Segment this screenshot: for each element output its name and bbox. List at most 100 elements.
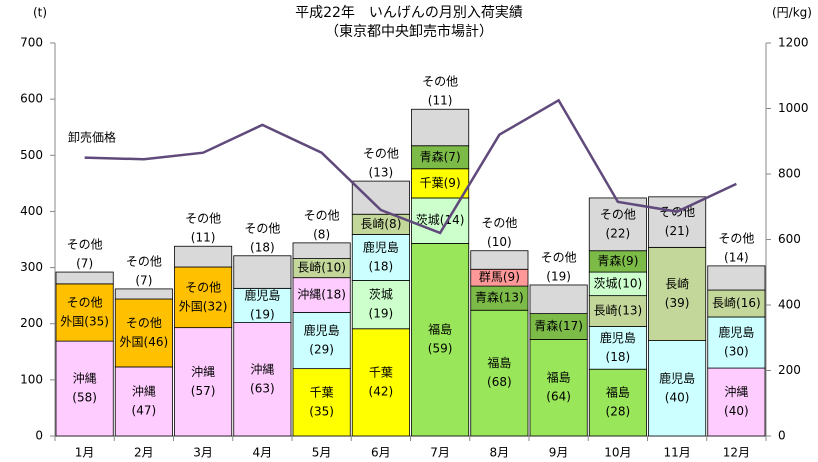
segment-label: (21): [665, 224, 690, 238]
x-tick-label: 1月: [75, 446, 95, 460]
segment-label: 青森(17): [534, 318, 583, 333]
bar-segment: [411, 243, 470, 437]
segment-label: 沖縄: [132, 383, 156, 398]
segment-label: (22): [606, 226, 631, 240]
bar-segment: [529, 339, 588, 437]
segment-label: (30): [724, 345, 749, 359]
segment-label: 外国(35): [60, 314, 109, 328]
x-tick-label: 12月: [723, 446, 750, 460]
segment-label: 群馬(9): [479, 270, 520, 284]
segment-label: (42): [369, 384, 394, 398]
segment-label: (57): [191, 384, 216, 398]
segment-label: 青森(9): [597, 253, 638, 268]
bar-segment: [233, 255, 292, 289]
y-tick-label: 0: [35, 429, 43, 443]
segment-label: その他: [126, 316, 162, 330]
x-tick-label: 11月: [663, 446, 690, 460]
x-tick-label: 2月: [134, 446, 154, 460]
x-tick-label: 4月: [253, 446, 273, 460]
segment-label: (35): [309, 404, 334, 418]
bar-segment: [411, 108, 470, 147]
segment-label: 千葉(9): [420, 176, 461, 190]
segment-label: 青森(7): [420, 149, 461, 164]
segment-label: 沖縄: [73, 371, 97, 386]
y-tick-label: 200: [20, 316, 43, 330]
segment-label: (29): [309, 343, 334, 357]
bar-segment: [233, 322, 292, 437]
y-tick-label: 400: [20, 204, 43, 218]
y2-axis-unit: (円/kg): [772, 6, 812, 20]
y2-tick-label: 1000: [778, 101, 809, 115]
bar-segment: [351, 280, 410, 330]
segment-label: (18): [606, 350, 631, 364]
y2-tick-label: 200: [778, 363, 801, 377]
segment-label: その他: [718, 231, 754, 245]
segment-label: 福島: [487, 355, 511, 370]
segment-label: 福島: [606, 385, 630, 400]
segment-label: その他: [185, 212, 221, 226]
segment-label: その他: [541, 250, 577, 264]
y2-tick-label: 1200: [778, 36, 809, 50]
segment-label: (18): [250, 240, 275, 254]
segment-label: その他: [67, 295, 103, 309]
segment-label: 鹿児島: [363, 239, 399, 254]
bar-segment: [114, 288, 173, 300]
bar-segment: [707, 367, 766, 437]
bar-segment: [114, 366, 173, 437]
chart-subtitle: （東京都中央卸売市場計）: [325, 23, 493, 40]
segment-label: 沖縄: [191, 364, 215, 379]
bar-segment: [351, 328, 410, 437]
bar-segment: [174, 266, 233, 329]
chart-title: 平成22年 いんげんの月別入荷実績: [295, 5, 523, 21]
x-tick-label: 9月: [549, 446, 569, 460]
segment-label: (18): [369, 259, 394, 273]
segment-label: 外国(46): [120, 335, 169, 349]
bar-segment: [292, 242, 351, 259]
segment-label: 鹿児島: [600, 330, 636, 345]
bar-segment: [529, 313, 588, 340]
segment-label: 茨城: [369, 288, 393, 302]
segment-label: 茨城(14): [416, 213, 465, 227]
segment-label: (59): [428, 342, 453, 356]
bar-segment: [174, 327, 233, 437]
y2-tick-label: 0: [778, 429, 786, 443]
y-tick-label: 700: [20, 36, 43, 50]
segment-label: (64): [546, 390, 571, 404]
segment-label: (19): [369, 307, 394, 321]
segment-label: (14): [724, 250, 749, 264]
segment-label: その他: [185, 280, 221, 294]
bar-segment: [292, 277, 351, 313]
segment-label: 鹿児島: [244, 287, 280, 302]
bar-segment: [707, 316, 766, 369]
bar-segment: [114, 298, 173, 368]
bar-segment: [529, 284, 588, 315]
segment-label: (10): [487, 235, 512, 249]
segment-label: その他: [67, 238, 103, 252]
segment-label: 長崎(8): [360, 217, 401, 231]
y2-tick-label: 400: [778, 298, 801, 312]
price-line: [84, 98, 737, 235]
bar-segment: [233, 287, 292, 323]
segment-label: (28): [606, 405, 631, 419]
y-tick-label: 600: [20, 92, 43, 106]
segment-label: その他: [304, 208, 340, 222]
segment-label: (47): [132, 403, 157, 417]
segment-label: その他: [600, 207, 636, 221]
bar-segment: [292, 368, 351, 437]
segment-label: (40): [665, 390, 690, 404]
segment-label: (11): [191, 231, 216, 245]
segment-label: 茨城(10): [594, 276, 643, 290]
bar-segment: [648, 246, 707, 341]
segment-label: (13): [369, 166, 394, 180]
segment-label: (8): [313, 227, 330, 241]
bar-segment: [470, 309, 529, 437]
x-tick-label: 3月: [193, 446, 213, 460]
segment-label: 長崎(13): [594, 304, 643, 318]
segment-label: 沖縄: [724, 384, 748, 399]
bar-segment: [55, 271, 114, 285]
bar-segment: [588, 197, 647, 252]
segment-label: (7): [76, 257, 93, 271]
bar-segment: [707, 289, 766, 318]
